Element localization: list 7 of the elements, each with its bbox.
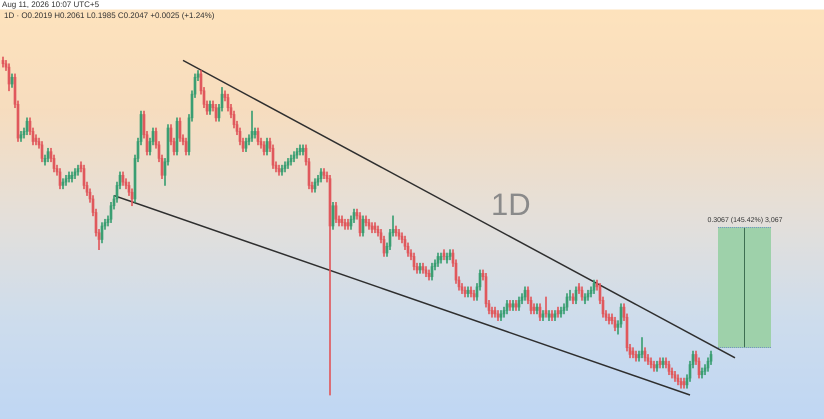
candlestick	[328, 174, 332, 396]
candlestick	[544, 296, 548, 318]
text: Aug 11, 2026 10:07 UTC+5	[2, 0, 100, 9]
candlestick	[250, 110, 254, 142]
text: 1D	[491, 187, 531, 222]
candlestick	[640, 337, 644, 358]
text: 1D · O0.2019 H0.2061 L0.1985 C0.2047 +0.0025 (+1.24%)	[4, 11, 214, 20]
